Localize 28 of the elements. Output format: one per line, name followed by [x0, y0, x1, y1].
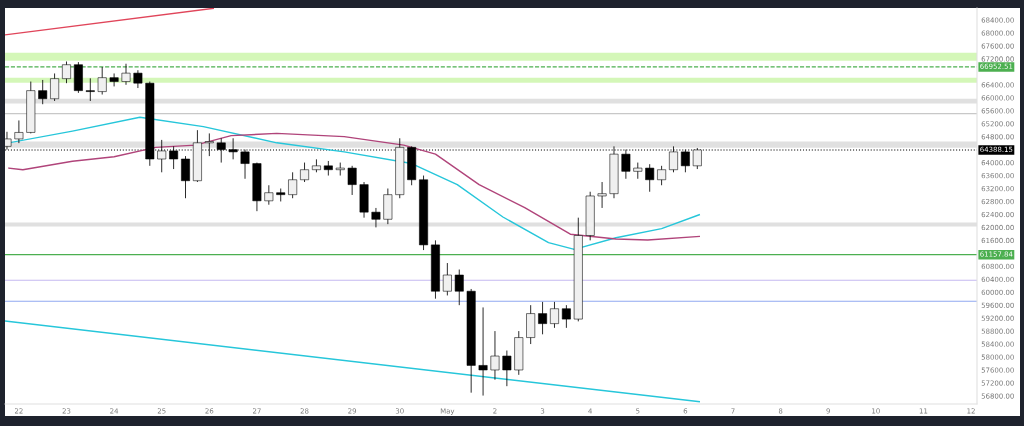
- candlestick: [97, 66, 107, 95]
- candlestick: [442, 262, 452, 296]
- candlestick: [109, 73, 119, 87]
- candlestick: [300, 162, 309, 183]
- candlestick: [454, 269, 464, 306]
- candlestick: [14, 120, 24, 144]
- candlestick: [371, 207, 381, 228]
- candlestick: [38, 79, 48, 105]
- candlestick: [347, 165, 357, 196]
- candlestick: [538, 301, 548, 335]
- candlestick: [478, 307, 488, 396]
- candlestick: [526, 304, 536, 345]
- candlestick: [288, 171, 298, 199]
- candlestick: [657, 165, 667, 186]
- candlestick: [50, 73, 60, 102]
- candlestick: [645, 163, 655, 193]
- candlestick: [121, 63, 131, 86]
- candlestick: [335, 162, 345, 176]
- candlestick: [181, 155, 190, 199]
- candlestick: [561, 304, 571, 329]
- candlestick: [550, 301, 559, 329]
- candlestick: [264, 184, 274, 206]
- candlestick: [85, 77, 95, 102]
- candlestick: [62, 61, 71, 84]
- candlestick: [597, 181, 607, 209]
- candlestick: [204, 132, 214, 157]
- candlestick: [490, 330, 500, 381]
- candlestick: [502, 350, 512, 387]
